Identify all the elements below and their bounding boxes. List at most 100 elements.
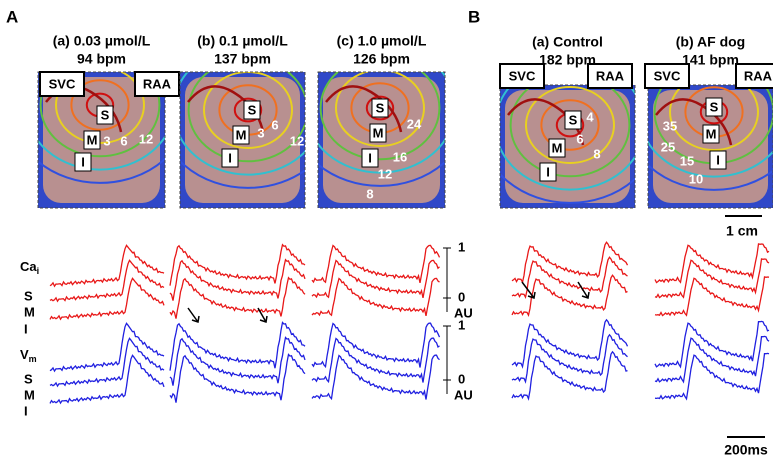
trace-site: I	[24, 321, 28, 336]
arrow	[257, 307, 267, 323]
trace-label-main: V	[20, 347, 29, 362]
trace	[169, 321, 306, 371]
trace	[654, 276, 770, 317]
trace	[654, 335, 770, 384]
map-border	[179, 71, 306, 209]
isochrone-line	[655, 98, 733, 146]
trace	[169, 336, 306, 386]
trace	[49, 322, 165, 373]
map-title: (c) 1.0 µmol/L	[337, 33, 427, 49]
amplitude-label: 1	[458, 239, 465, 254]
isochrone-label: 3	[103, 133, 110, 148]
map-rate: 141 bpm	[682, 52, 739, 68]
site-box	[539, 162, 557, 182]
landmark-box	[134, 71, 180, 97]
isochrone-line	[648, 140, 773, 178]
trace	[49, 259, 165, 303]
trace-label: Cai	[20, 259, 39, 276]
arrow	[577, 281, 589, 299]
trace	[311, 259, 440, 299]
site-box	[705, 97, 723, 117]
arrow-head	[581, 291, 590, 299]
trace	[49, 244, 165, 288]
site-label: M	[236, 127, 247, 142]
site-label: I	[368, 150, 372, 165]
site-label: S	[569, 112, 578, 127]
panel-label: A	[6, 7, 18, 26]
trace-site: S	[24, 371, 33, 386]
trace	[654, 352, 770, 401]
isochrone-line	[509, 85, 631, 178]
site-label: M	[373, 125, 384, 140]
isochrone-label: 4	[586, 109, 594, 124]
scale-label: 200ms	[724, 442, 768, 458]
isochrone-label: 12	[378, 166, 392, 181]
landmark-label: SVC	[49, 76, 76, 91]
site-box	[243, 100, 261, 120]
trace	[311, 354, 440, 401]
site-box	[361, 148, 379, 168]
isochrone-label: 6	[271, 117, 278, 132]
site-label: M	[87, 132, 98, 147]
isochrone-line	[335, 72, 425, 147]
trace	[49, 337, 165, 388]
site-box	[371, 98, 389, 118]
site-box	[702, 124, 720, 144]
map-title: (a) 0.03 µmol/L	[53, 33, 151, 49]
isochrone-line	[365, 95, 395, 121]
map-rate: 137 bpm	[214, 51, 271, 67]
site-label: I	[716, 152, 720, 167]
site-label: M	[706, 126, 717, 141]
trace	[654, 258, 770, 299]
site-box	[548, 138, 566, 158]
trace	[511, 241, 629, 285]
site-box	[709, 150, 727, 170]
isochrone-label: 6	[576, 131, 583, 146]
map-title: (a) Control	[532, 34, 603, 50]
site-box	[74, 152, 92, 172]
trace	[49, 354, 165, 405]
arrow-head	[527, 291, 536, 299]
isochrone-line	[319, 72, 441, 161]
landmark-box	[644, 63, 690, 89]
isochrone-label: 10	[689, 171, 703, 186]
site-box	[83, 130, 101, 150]
landmark-label: RAA	[143, 76, 172, 91]
trace	[511, 274, 628, 318]
isochrone-label: 8	[366, 186, 373, 201]
trace	[311, 322, 441, 369]
site-label: S	[376, 100, 385, 115]
trace	[654, 243, 770, 284]
amplitude-label: AU	[454, 387, 473, 402]
isochrone-line	[507, 98, 585, 146]
site-label: I	[228, 150, 232, 165]
map-border	[499, 84, 636, 209]
trace-label-main: Ca	[20, 259, 37, 274]
tissue	[653, 90, 768, 203]
isochrone-line	[318, 72, 445, 174]
arrow-head	[191, 315, 200, 323]
trace	[511, 256, 628, 300]
site-box	[564, 110, 582, 130]
isochrone-label: 6	[120, 133, 127, 148]
site-label: I	[546, 164, 550, 179]
map-title: (b) AF dog	[676, 34, 745, 50]
tissue	[505, 90, 630, 203]
isochrone-label: 12	[139, 131, 153, 146]
isochrone-line	[525, 86, 615, 164]
map-rate: 94 bpm	[77, 51, 126, 67]
isochrone-line	[540, 99, 600, 151]
arrow	[521, 281, 535, 299]
isochrone-label: 12	[290, 133, 304, 148]
trace	[511, 350, 628, 401]
isochrone-line	[39, 72, 161, 158]
isochrone-line	[318, 160, 445, 187]
landmark-box	[587, 63, 633, 89]
site-label: S	[248, 102, 257, 117]
site-box	[369, 123, 387, 143]
trace	[654, 320, 770, 369]
map-border	[317, 71, 446, 209]
isochrone-label: 15	[680, 153, 694, 168]
activation-map	[500, 85, 635, 208]
